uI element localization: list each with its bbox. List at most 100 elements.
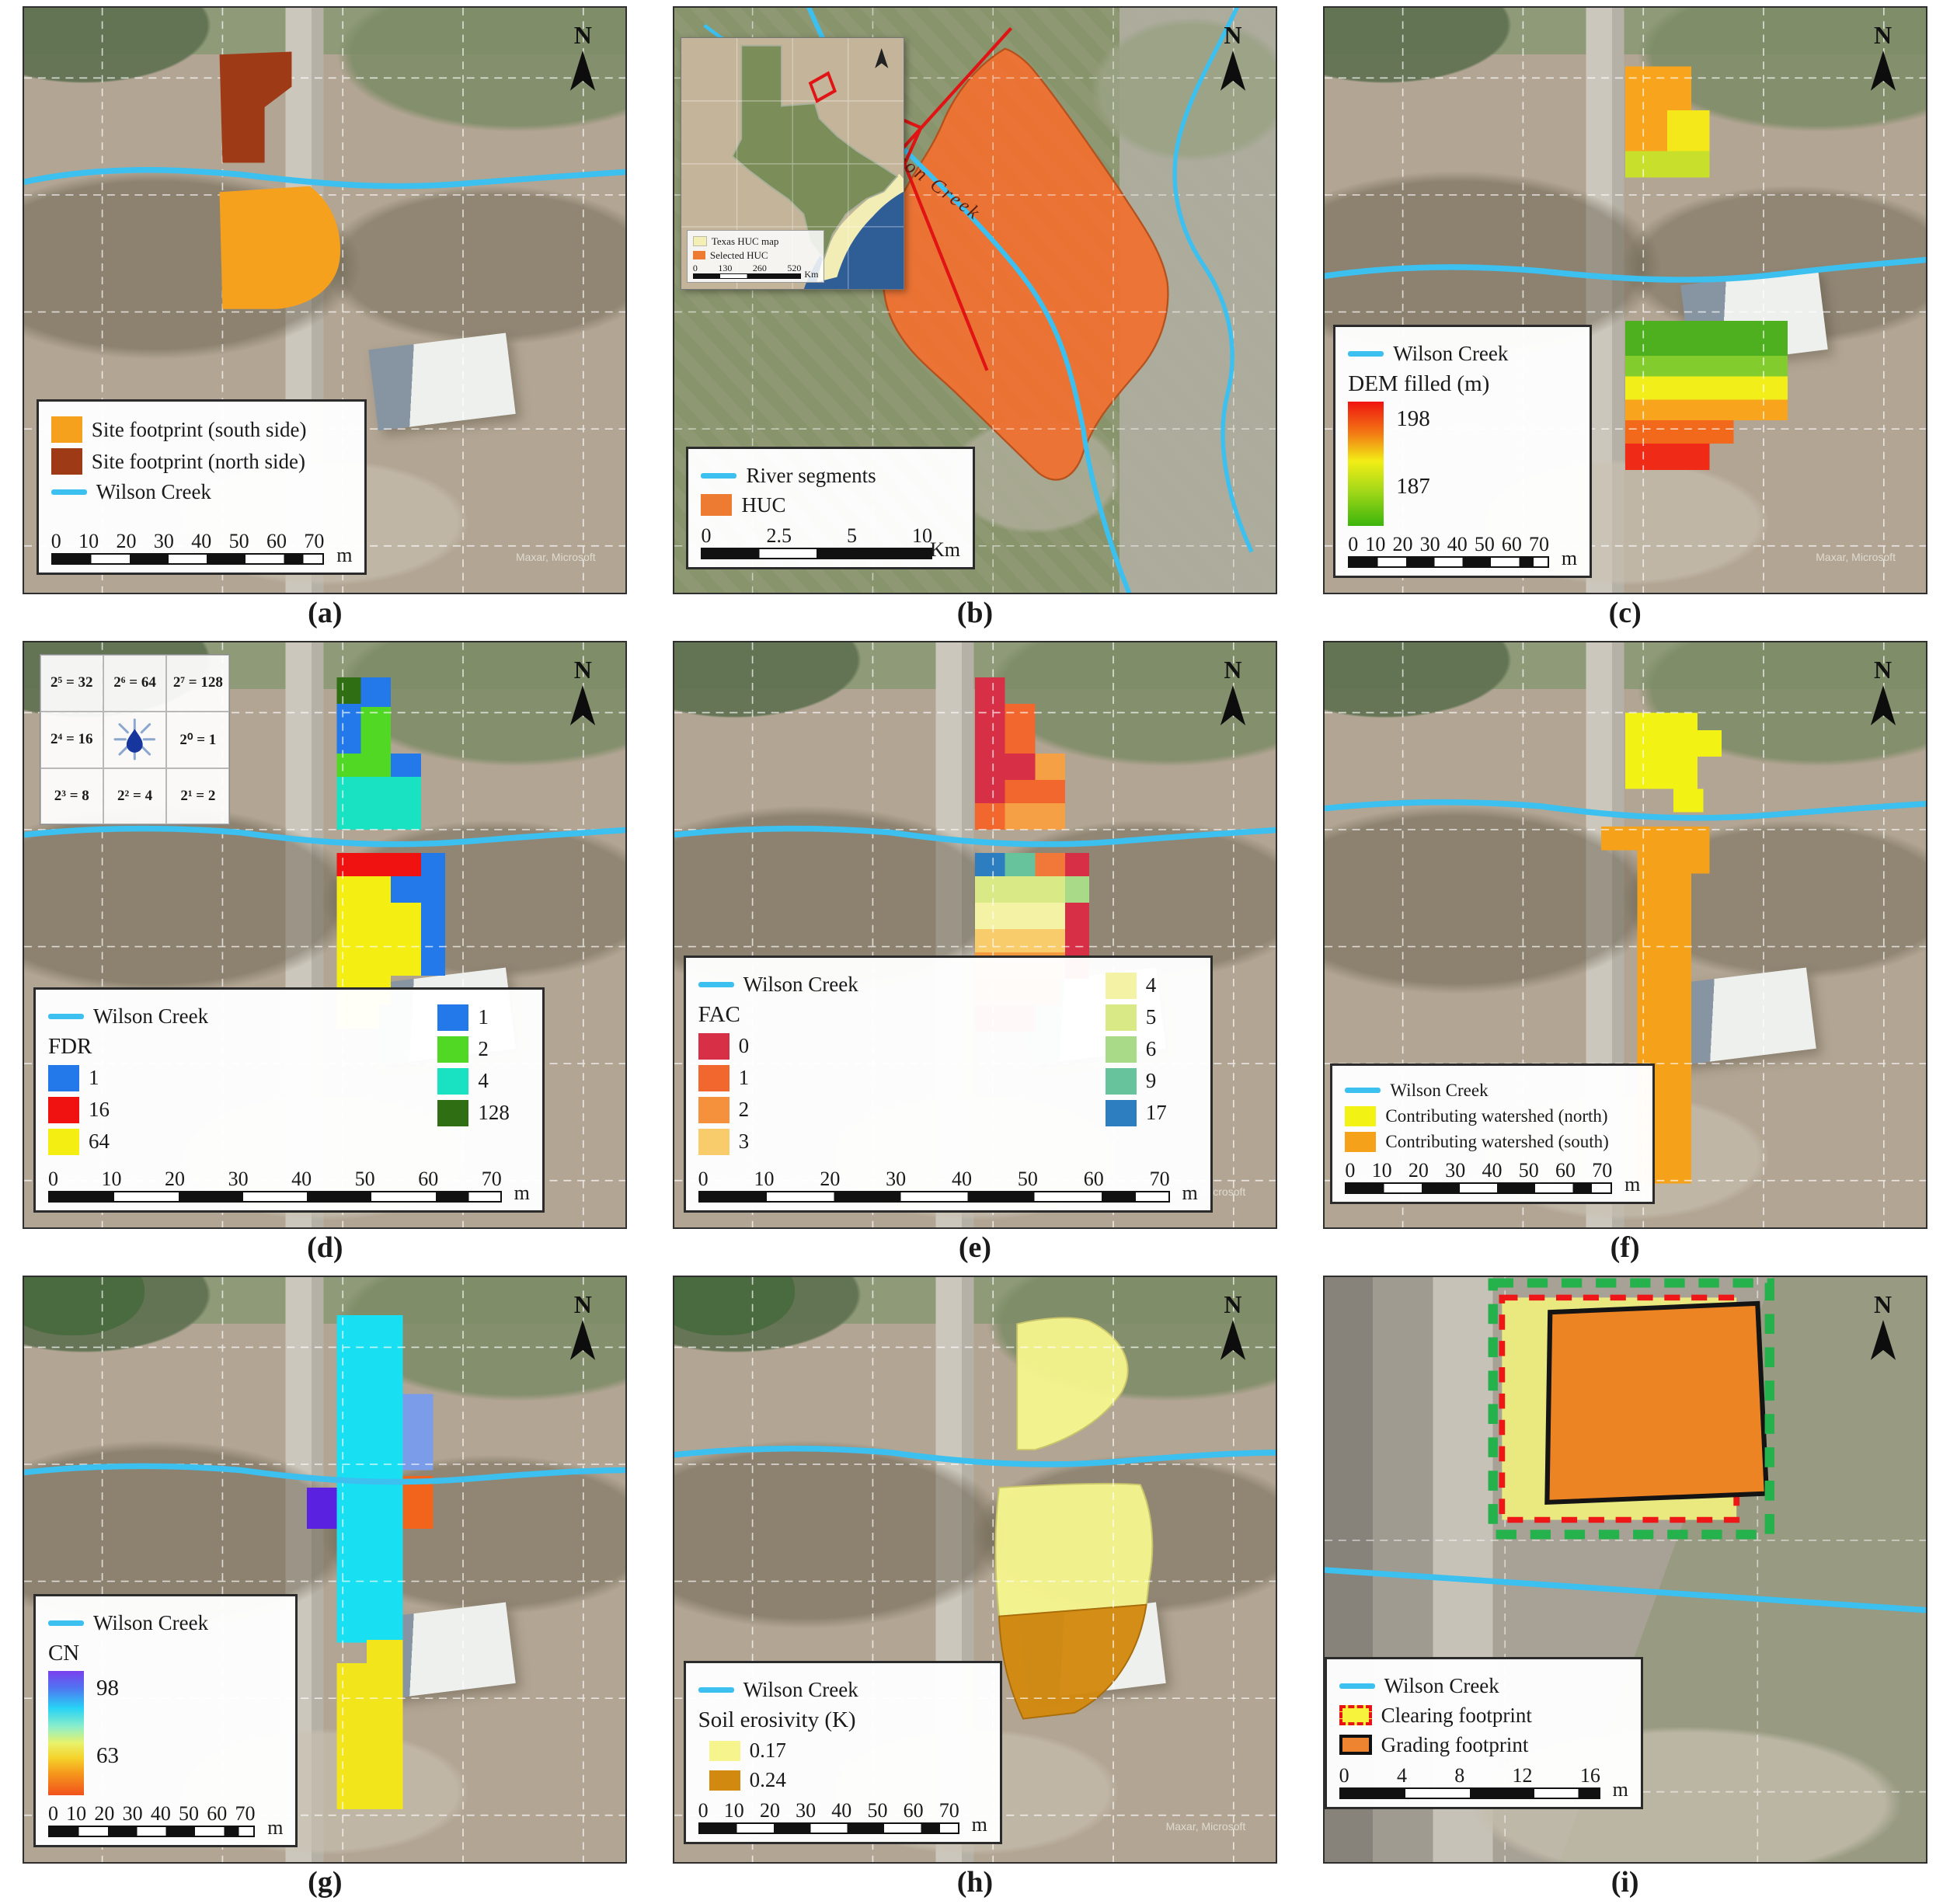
scale-tick-label: 0 [698,1167,709,1190]
scale-tick-label: 60 [903,1799,924,1822]
scale-tick-label: 70 [1529,532,1550,555]
scale-tick-label: 260 [752,262,767,273]
scale-unit: m [336,544,353,567]
legend-left-column: Wilson Creek FAC 0 1 2 3 [698,967,858,1161]
legend-title: CN [47,1640,80,1666]
scale-bar-segments [47,1191,502,1203]
north-arrow-icon [1870,50,1896,91]
legend-item: Wilson Creek [1345,1081,1640,1101]
legend-item: Wilson Creek [47,1004,208,1029]
legend: Wilson Creek FAC 0 1 2 3 4 5 6 9 17 [683,955,1213,1213]
color-swatch [1105,1099,1137,1126]
north-arrow: N [561,657,604,729]
scale-tick-label: 20 [820,1167,841,1190]
north-arrow: N [1211,23,1255,94]
scale-tick-label: 70 [304,530,325,553]
north-label: N [573,655,592,684]
north-arrow: N [561,1292,604,1363]
scale-tick-label: 70 [1149,1167,1170,1190]
legend-item: 128 [437,1099,510,1126]
ramp-min: 187 [1396,473,1430,499]
scale-tick-label: 40 [191,530,212,553]
north-arrow: N [1861,23,1905,94]
legend-label: 3 [738,1130,750,1154]
map-panel-b: Wilson Creek N Texas HUC map Selected [672,6,1277,594]
legend-label: 1 [88,1066,99,1090]
line-swatch [1345,1088,1381,1094]
dem-ramp-bar [1348,401,1384,526]
scale-unit: m [1612,1778,1628,1801]
panel-b-cell: Wilson Creek N Texas HUC map Selected [650,0,1301,635]
scale-tick-label: 30 [153,530,174,553]
legend-label: 0.24 [749,1768,786,1792]
scale-tick-label: 50 [1474,532,1495,555]
line-swatch [1339,1683,1375,1689]
scale-bar-segments [50,553,325,566]
inset-graticule [681,37,904,290]
north-arrow-icon [570,1319,596,1360]
north-label: N [1224,1290,1242,1318]
legend: Wilson Creek CN 98 63 0 10 20 30 40 50 60 70 m [33,1593,298,1848]
scale-tick-label: 50 [1518,1158,1539,1182]
fdr-cell: 2⁴ = 16 [40,711,103,768]
legend-label: 0 [738,1034,750,1058]
legend: Wilson Creek Soil erosivity (K) 0.17 0.2… [683,1661,1002,1845]
panel-h-cell: N Maxar, Microsoft Wilson Creek Soil ero… [650,1269,1301,1904]
scale-ticks: 0 10 20 30 40 50 60 70 [1345,1158,1613,1182]
north-arrow: N [1861,1292,1905,1363]
legend-item: 4 [437,1067,510,1095]
north-label: N [573,1290,592,1318]
legend-label: Contributing watershed (north) [1385,1105,1608,1126]
scale-tick-label: 70 [1592,1158,1613,1182]
scale-ticks: 0 10 20 30 40 50 60 70 [698,1799,959,1822]
legend-item: 64 [47,1128,208,1155]
scale-bar: 0 10 20 30 40 50 60 70 m [47,1167,530,1205]
map-panel-d: 2⁵ = 32 2⁶ = 64 2⁷ = 128 2⁴ = 16 [23,641,628,1229]
legend-label: 64 [88,1130,110,1154]
color-swatch [698,1064,730,1091]
fdr-cell: 2⁷ = 128 [166,655,230,712]
panel-c-cell: N Maxar, Microsoft Wilson Creek DEM fill… [1300,0,1950,635]
north-arrow-icon [570,684,596,726]
scale-ticks: 0 10 20 30 40 50 60 70 [1348,534,1549,555]
legend: Site footprint (south side) Site footpri… [36,399,367,576]
clearing-swatch [1339,1705,1372,1726]
map-overlay-h [674,1277,1276,1862]
scale-tick-label: 30 [122,1801,143,1825]
color-ramp: 198 187 [1348,401,1577,526]
scale-tick-label: 10 [66,1801,87,1825]
legend-label: Wilson Creek [743,1678,858,1702]
coastal-huc-band [817,173,904,282]
legend-item: 1 [437,1004,510,1031]
legend-title: FDR [47,1033,92,1059]
legend-item: Texas HUC map [692,235,819,248]
north-label: N [1224,20,1242,49]
scale-bar: 0 10 20 30 40 50 60 70 m [1345,1158,1640,1196]
map-panel-a: N Maxar, Microsoft Site footprint (south… [23,6,628,594]
scale-tick-label: 2.5 [766,524,792,547]
scale-unit: m [1561,547,1578,570]
scale-bar: 0 10 20 30 40 50 60 70 m [50,530,353,567]
legend-label: 128 [478,1101,510,1125]
map-overlay-i [1324,1277,1926,1862]
legend-item: 0 [698,1032,858,1060]
color-swatch [698,1096,730,1123]
legend-item: Wilson Creek [1339,1674,1628,1698]
legend: Wilson Creek Clearing footprint Grading … [1324,1656,1643,1810]
scale-tick-label: 50 [179,1801,200,1825]
scale-bar-segments [1339,1787,1600,1800]
color-swatch [50,416,82,444]
north-arrow: N [1211,657,1255,729]
scale-tick-label: 60 [1555,1158,1576,1182]
scale-unit: m [514,1182,530,1205]
scale-ticks: 0 10 20 30 40 50 60 70 [698,1167,1170,1190]
north-label: N [1874,655,1893,684]
scale-tick-label: 10 [754,1167,775,1190]
line-swatch [50,489,87,496]
scale-tick-label: 16 [1579,1763,1600,1787]
legend-item: Clearing footprint [1339,1704,1628,1728]
scale-tick-label: 130 [718,262,733,273]
legend-label: Wilson Creek [1384,1673,1499,1697]
legend-label: 16 [88,1098,110,1122]
scale-tick-label: 70 [481,1167,502,1190]
